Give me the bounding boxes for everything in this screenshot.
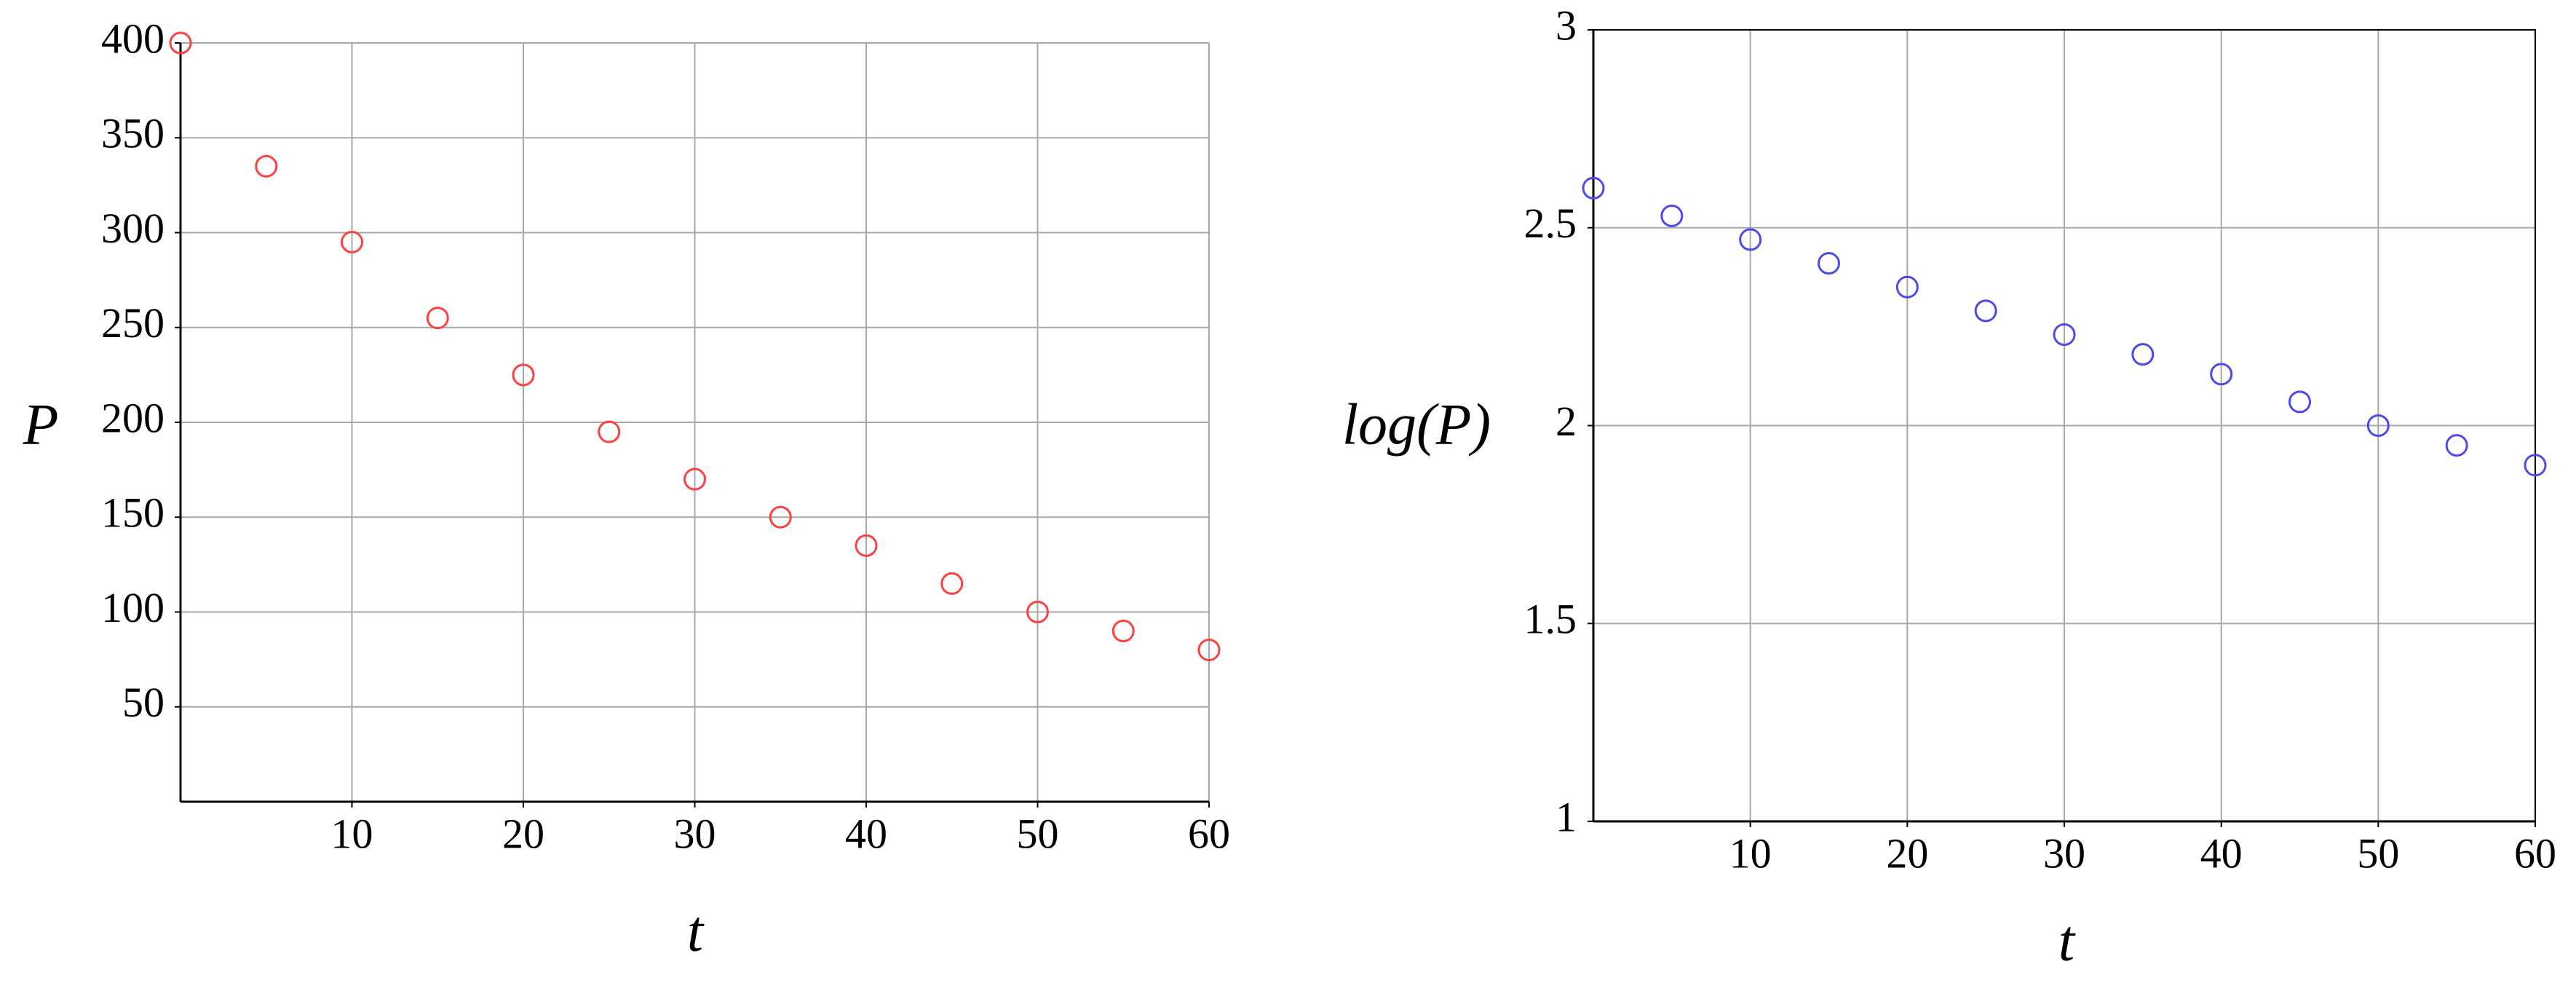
point xyxy=(1582,176,1605,200)
x-tick-label: 30 xyxy=(2043,829,2085,877)
point xyxy=(940,572,964,595)
point xyxy=(598,420,621,443)
point xyxy=(2210,363,2233,386)
y-axis-title: log(P) xyxy=(1342,392,1491,457)
point xyxy=(1818,252,1840,275)
y-tick-label: 350 xyxy=(101,110,165,157)
x-tick-label: 20 xyxy=(502,810,544,857)
x-tick-label: 50 xyxy=(1017,810,1059,857)
x-tick-label: 30 xyxy=(674,810,716,857)
x-tick-label: 60 xyxy=(2514,829,2556,877)
y-tick-label: 1 xyxy=(1555,793,1577,840)
x-tick-label: 50 xyxy=(2357,829,2399,877)
point xyxy=(1026,601,1049,623)
point xyxy=(2131,343,2155,366)
point xyxy=(683,467,706,491)
y-tick-label: 150 xyxy=(101,489,165,537)
y-tick-label: 200 xyxy=(101,394,165,441)
y-tick-label: 3 xyxy=(1555,1,1577,49)
point xyxy=(1111,620,1135,643)
point xyxy=(855,534,878,557)
point xyxy=(1974,299,1997,323)
x-tick-label: 40 xyxy=(2200,829,2243,877)
x-axis-title: t xyxy=(2058,909,2076,973)
point xyxy=(2524,454,2547,477)
y-axis-title: P xyxy=(23,392,59,457)
point xyxy=(1197,639,1221,662)
point xyxy=(1660,204,1684,227)
x-tick-label: 10 xyxy=(1729,829,1772,877)
y-tick-label: 2 xyxy=(1555,398,1577,445)
point xyxy=(512,363,535,387)
point xyxy=(255,154,278,178)
x-tick-label: 20 xyxy=(1886,829,1928,877)
x-tick-label: 10 xyxy=(331,810,373,857)
y-tick-label: 300 xyxy=(101,205,165,252)
point xyxy=(341,231,363,254)
point xyxy=(426,307,449,330)
y-tick-label: 50 xyxy=(122,679,165,726)
y-tick-label: 2.5 xyxy=(1524,200,1577,247)
y-tick-label: 100 xyxy=(101,584,165,631)
point xyxy=(769,505,792,529)
y-tick-label: 400 xyxy=(101,15,165,62)
point xyxy=(169,31,192,55)
point xyxy=(2053,323,2076,346)
point xyxy=(2366,414,2390,437)
y-tick-label: 1.5 xyxy=(1524,596,1577,643)
x-tick-label: 40 xyxy=(845,810,887,857)
point xyxy=(1739,228,1762,251)
point xyxy=(2288,390,2311,414)
x-axis-title: t xyxy=(687,899,705,963)
point xyxy=(2445,434,2468,457)
point xyxy=(1895,275,1919,299)
y-tick-label: 250 xyxy=(101,299,165,347)
x-tick-label: 60 xyxy=(1188,810,1230,857)
